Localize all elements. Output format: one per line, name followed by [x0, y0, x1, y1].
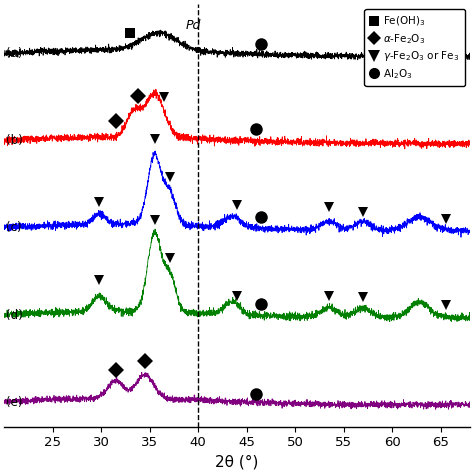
Text: Pd: Pd [186, 19, 201, 33]
Legend: Fe(OH)$_3$, $\alpha$-Fe$_2$O$_3$, $\gamma$-Fe$_2$O$_3$ or Fe$_3$, Al$_2$O$_3$: Fe(OH)$_3$, $\alpha$-Fe$_2$O$_3$, $\gamm… [365, 9, 465, 86]
Text: (d): (d) [6, 309, 23, 321]
Text: (e): (e) [6, 396, 23, 409]
Text: (b): (b) [6, 135, 23, 147]
X-axis label: 2θ (°): 2θ (°) [215, 455, 259, 470]
Text: (c): (c) [6, 221, 22, 235]
Text: (a): (a) [6, 47, 23, 60]
